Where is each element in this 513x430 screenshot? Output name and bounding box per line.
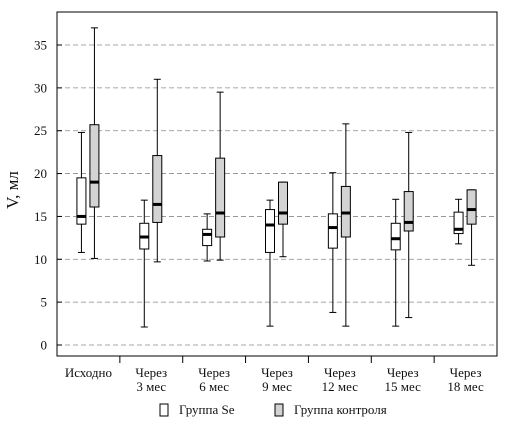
box-se — [265, 199, 275, 327]
y-tick-label: 20 — [34, 166, 47, 181]
legend-label: Группа контроля — [294, 402, 387, 417]
box-se — [453, 198, 464, 245]
x-tick-label: 9 мес — [262, 379, 292, 394]
box-se — [202, 213, 213, 262]
box-control — [466, 189, 477, 266]
box-control — [278, 181, 288, 258]
legend: Группа Se Группа контроля — [159, 402, 387, 417]
x-tick-label: 15 мес — [385, 379, 422, 394]
x-tick-label: Через — [450, 365, 482, 380]
legend-label: Группа Se — [179, 402, 235, 417]
box-iqr — [453, 211, 464, 235]
y-tick-label: 15 — [34, 209, 47, 224]
y-tick-label: 0 — [41, 338, 48, 353]
box-se — [139, 199, 150, 328]
axes — [56, 11, 498, 363]
y-tick-label: 30 — [34, 80, 47, 95]
box-iqr — [466, 189, 477, 225]
legend-swatch — [274, 403, 284, 417]
box-se — [327, 172, 338, 313]
box-control — [340, 123, 351, 327]
x-tick-label: Через — [387, 365, 419, 380]
box-iqr — [390, 222, 401, 251]
boxes — [76, 27, 477, 328]
x-tick-label: Через — [135, 365, 167, 380]
box-iqr — [215, 157, 226, 238]
x-tick-label: Через — [198, 365, 230, 380]
y-axis-label: V, мл — [3, 171, 22, 209]
x-tick-label: Через — [261, 365, 293, 380]
legend-swatch — [159, 403, 169, 417]
box-control — [152, 78, 163, 263]
box-iqr — [278, 181, 288, 225]
box-iqr — [152, 155, 163, 223]
y-tick-label: 10 — [34, 252, 47, 267]
box-iqr — [327, 213, 338, 249]
box-se — [76, 131, 87, 253]
box-iqr — [76, 177, 87, 225]
box-se — [390, 198, 401, 327]
x-tick-label: 6 мес — [199, 379, 229, 394]
y-tick-label: 25 — [34, 123, 47, 138]
x-tick-label: 12 мес — [322, 379, 359, 394]
plot-frame — [56, 11, 498, 357]
x-tick-label: Исходно — [65, 365, 112, 380]
x-tick-label: 18 мес — [447, 379, 484, 394]
y-tick-label: 35 — [34, 38, 47, 53]
box-control — [215, 91, 226, 261]
box-iqr — [89, 124, 100, 208]
box-iqr — [265, 209, 275, 253]
box-iqr — [202, 228, 213, 247]
x-tick-label: Через — [324, 365, 356, 380]
y-tick-label: 5 — [41, 295, 48, 310]
x-tick-label: 3 мес — [136, 379, 166, 394]
box-control — [403, 131, 414, 319]
box-iqr — [403, 191, 414, 232]
box-control — [89, 27, 100, 259]
gridlines — [57, 44, 497, 346]
